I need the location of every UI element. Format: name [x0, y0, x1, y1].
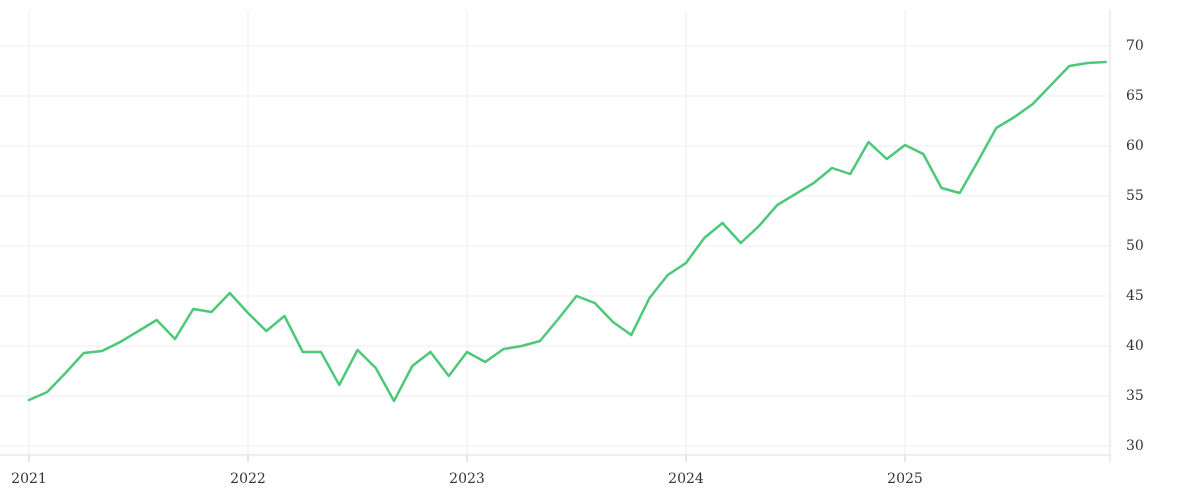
- y-tick-label: 30: [1126, 438, 1144, 454]
- y-tick-label: 35: [1126, 388, 1144, 404]
- series-line-value: [27, 60, 1107, 403]
- y-tick-label: 60: [1126, 138, 1144, 154]
- y-tick-label: 65: [1126, 88, 1144, 104]
- y-tick-label: 70: [1126, 38, 1144, 54]
- x-tick-label: 2023: [449, 471, 485, 487]
- x-tick-label: 2021: [11, 471, 47, 487]
- x-tick-label: 2022: [230, 471, 266, 487]
- x-tick-label: 2024: [668, 471, 704, 487]
- y-tick-label: 40: [1126, 338, 1144, 354]
- y-tick-label: 50: [1126, 238, 1144, 254]
- y-tick-label: 45: [1126, 288, 1144, 304]
- y-tick-label: 55: [1126, 188, 1144, 204]
- x-tick-label: 2025: [887, 471, 923, 487]
